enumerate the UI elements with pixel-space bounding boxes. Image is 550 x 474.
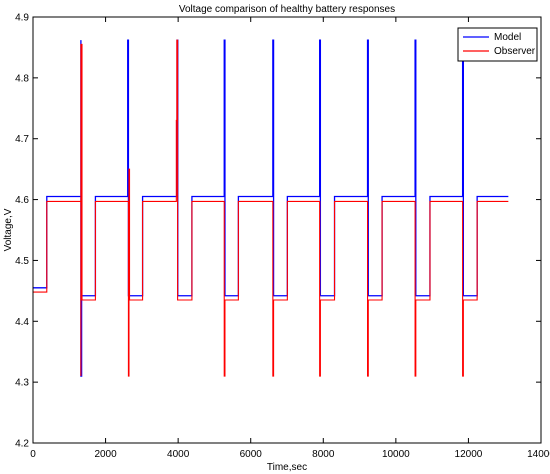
y-tick-label: 4.4 [15, 317, 29, 328]
x-tick-label: 8000 [312, 449, 335, 460]
y-tick-label: 4.8 [15, 73, 29, 84]
x-tick-label: 12000 [455, 449, 483, 460]
legend-label-observer: Observer [494, 46, 536, 57]
y-tick-label: 4.6 [15, 195, 29, 206]
y-tick-label: 4.9 [15, 13, 29, 24]
x-tick-label: 6000 [240, 449, 263, 460]
y-tick-label: 4.7 [15, 134, 29, 145]
y-tick-label: 4.2 [15, 439, 29, 450]
series-line-observer [33, 39, 509, 377]
legend-label-model: Model [494, 32, 521, 43]
y-axis: 4.2 4.3 4.4 4.5 4.6 4.7 4.8 4.9 [15, 13, 541, 450]
series-layer [33, 39, 509, 377]
x-axis-label: Time,sec [267, 462, 307, 473]
x-axis: 0 2000 4000 6000 8000 10000 12000 14000 [30, 17, 550, 460]
x-tick-label: 14000 [527, 449, 550, 460]
y-tick-label: 4.5 [15, 256, 29, 267]
legend: Model Observer [457, 27, 538, 62]
y-tick-label: 4.3 [15, 378, 29, 389]
x-tick-label: 2000 [94, 449, 117, 460]
x-tick-label: 0 [30, 449, 36, 460]
x-tick-label: 10000 [382, 449, 410, 460]
x-tick-label: 4000 [167, 449, 190, 460]
plot-frame [32, 16, 542, 444]
y-axis-label: Voltage,V [3, 208, 14, 251]
chart-title: Voltage comparison of healthy battery re… [179, 4, 395, 15]
series-line-model [33, 39, 509, 377]
legend-box [457, 27, 538, 62]
